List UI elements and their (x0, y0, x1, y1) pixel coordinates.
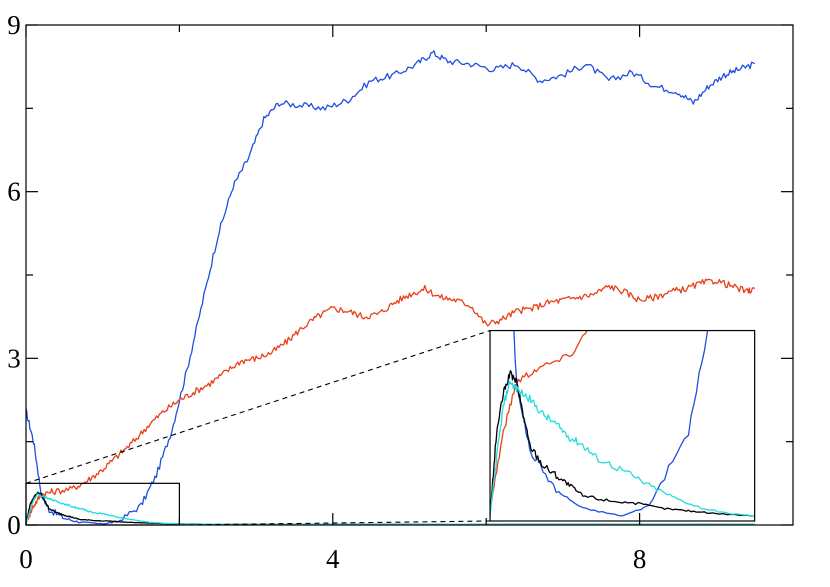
series-line-1 (25, 278, 756, 523)
zoom-source-box (25, 482, 180, 526)
y-tick-label: 9 (7, 10, 21, 40)
x-tick-label: 0 (19, 544, 33, 574)
inset-series-line-3 (490, 380, 755, 517)
x-tick-label: 4 (326, 544, 340, 574)
y-tick-label: 0 (7, 510, 21, 540)
x-tick-label: 8 (633, 544, 647, 574)
series-layer (25, 50, 756, 526)
inset-series-layer (490, 330, 755, 517)
y-tick-label: 6 (7, 177, 21, 207)
zoom-connector-bottom (179, 520, 491, 526)
axis-ticks (25, 24, 793, 526)
y-tick-label: 3 (7, 343, 21, 373)
series-line-2 (25, 491, 755, 526)
series-line-3 (25, 493, 755, 526)
inset-series-line-2 (490, 370, 755, 517)
inset-background (490, 330, 755, 521)
zoom-connector-top (25, 330, 491, 484)
tick-labels: 0 4 8 0 3 6 9 (7, 10, 646, 574)
series-line-0 (25, 50, 755, 525)
zoom-inset (25, 329, 756, 526)
inset-frame (489, 329, 756, 522)
